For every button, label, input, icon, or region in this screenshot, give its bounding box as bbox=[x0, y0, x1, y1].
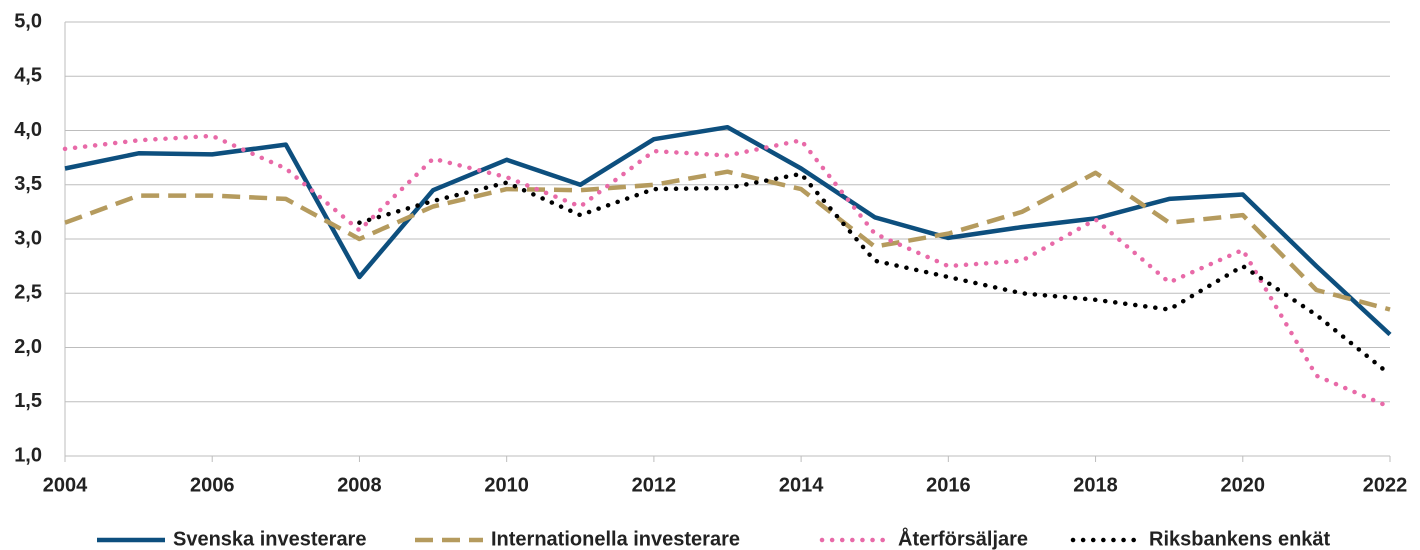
x-tick-label: 2008 bbox=[337, 474, 382, 496]
y-tick-label: 5,0 bbox=[14, 10, 42, 32]
y-tick-label: 2,0 bbox=[14, 336, 42, 358]
y-tick-label: 1,5 bbox=[14, 390, 42, 412]
x-tick-label: 2020 bbox=[1221, 474, 1266, 496]
y-tick-label: 4,5 bbox=[14, 65, 42, 87]
series-line bbox=[62, 133, 1393, 410]
x-tick-label: 2022 bbox=[1363, 474, 1408, 496]
y-tick-label: 3,0 bbox=[14, 227, 42, 249]
x-tick-label: 2004 bbox=[43, 474, 88, 496]
legend-label: Riksbankens enkät bbox=[1149, 528, 1331, 550]
x-tick-label: 2006 bbox=[190, 474, 235, 496]
legend-label: Återförsäljare bbox=[898, 526, 1028, 550]
y-tick-label: 2,5 bbox=[14, 282, 42, 304]
legend-label: Internationella investerare bbox=[491, 528, 740, 550]
legend-label: Svenska investerare bbox=[173, 528, 366, 550]
y-tick-label: 3,5 bbox=[14, 173, 42, 195]
series-line bbox=[357, 171, 1393, 377]
x-tick-label: 2018 bbox=[1073, 474, 1118, 496]
series-line bbox=[64, 124, 1392, 337]
x-tick-label: 2014 bbox=[779, 474, 824, 496]
series-line bbox=[64, 169, 1391, 312]
y-tick-label: 1,0 bbox=[14, 444, 42, 466]
y-tick-label: 4,0 bbox=[14, 119, 42, 141]
x-tick-label: 2012 bbox=[632, 474, 677, 496]
x-tick-label: 2016 bbox=[926, 474, 971, 496]
x-tick-label: 2010 bbox=[484, 474, 529, 496]
